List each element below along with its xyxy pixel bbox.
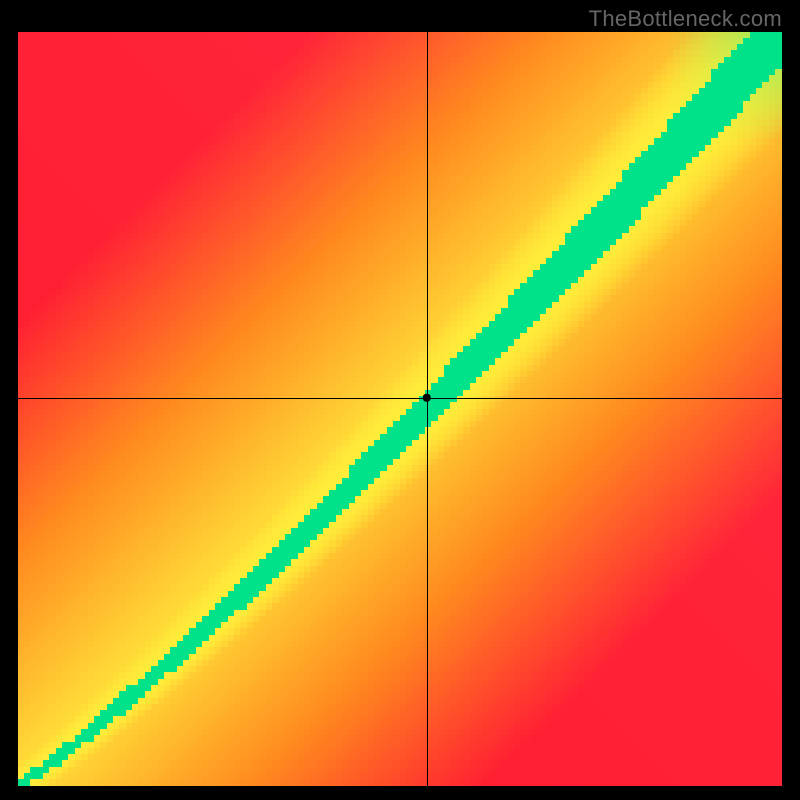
watermark-text: TheBottleneck.com	[589, 6, 782, 32]
heatmap-canvas	[18, 32, 782, 786]
bottleneck-heatmap	[18, 32, 782, 786]
